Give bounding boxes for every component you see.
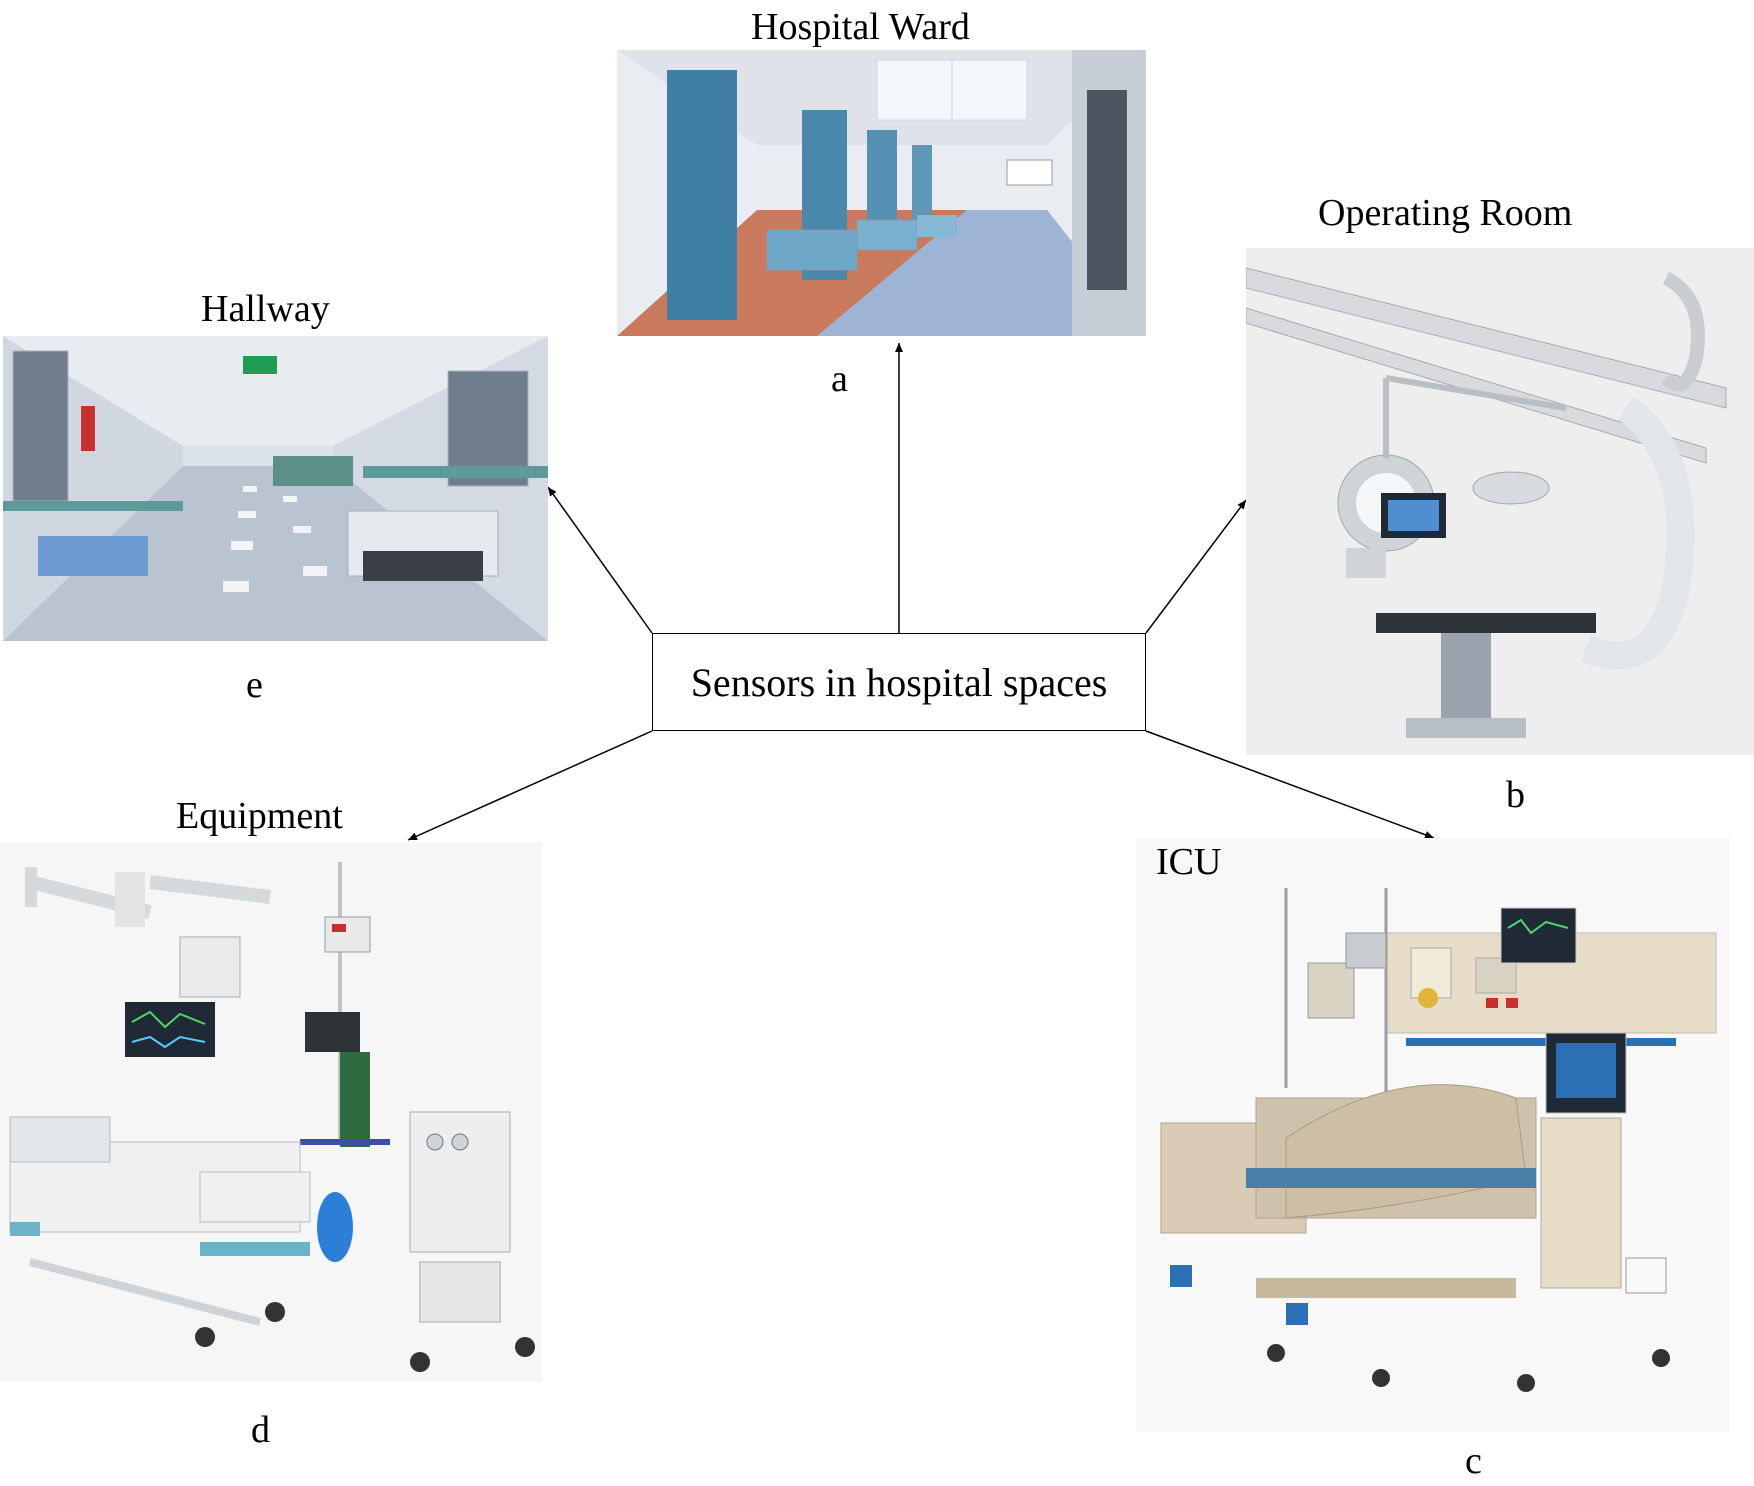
operating-room-title: Operating Room	[1318, 192, 1573, 234]
equipment-letter: d	[251, 1409, 270, 1451]
equipment-image	[0, 842, 542, 1382]
ward-title: Hospital Ward	[751, 6, 970, 48]
arrow-to-hallway	[547, 486, 653, 634]
icu-title: ICU	[1156, 841, 1222, 883]
center-box: Sensors in hospital spaces	[652, 633, 1146, 731]
arrow-to-equipment	[407, 730, 653, 841]
hallway-image	[3, 336, 548, 641]
ward-letter: a	[831, 358, 848, 400]
hallway-letter: e	[246, 664, 263, 706]
equipment-title: Equipment	[176, 795, 343, 837]
center-label: Sensors in hospital spaces	[690, 659, 1108, 705]
arrow-to-operating-room	[1145, 499, 1247, 634]
hallway-title: Hallway	[201, 288, 330, 330]
arrow-to-icu	[1145, 730, 1435, 839]
operating-room-image	[1246, 248, 1754, 755]
ward-image	[617, 50, 1146, 336]
operating-room-letter: b	[1506, 774, 1525, 816]
icu-letter: c	[1465, 1440, 1482, 1482]
icu-image	[1136, 838, 1730, 1432]
